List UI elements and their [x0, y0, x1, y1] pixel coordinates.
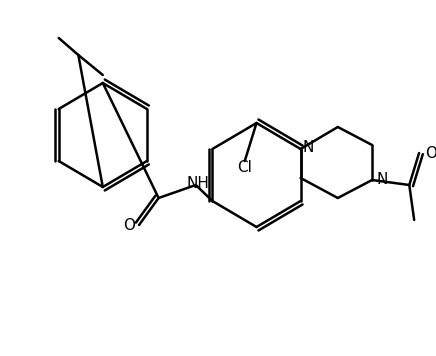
Text: NH: NH	[186, 176, 209, 190]
Text: N: N	[376, 173, 388, 188]
Text: O: O	[123, 218, 135, 232]
Text: O: O	[425, 146, 436, 161]
Text: N: N	[303, 140, 314, 155]
Text: Cl: Cl	[237, 161, 252, 176]
